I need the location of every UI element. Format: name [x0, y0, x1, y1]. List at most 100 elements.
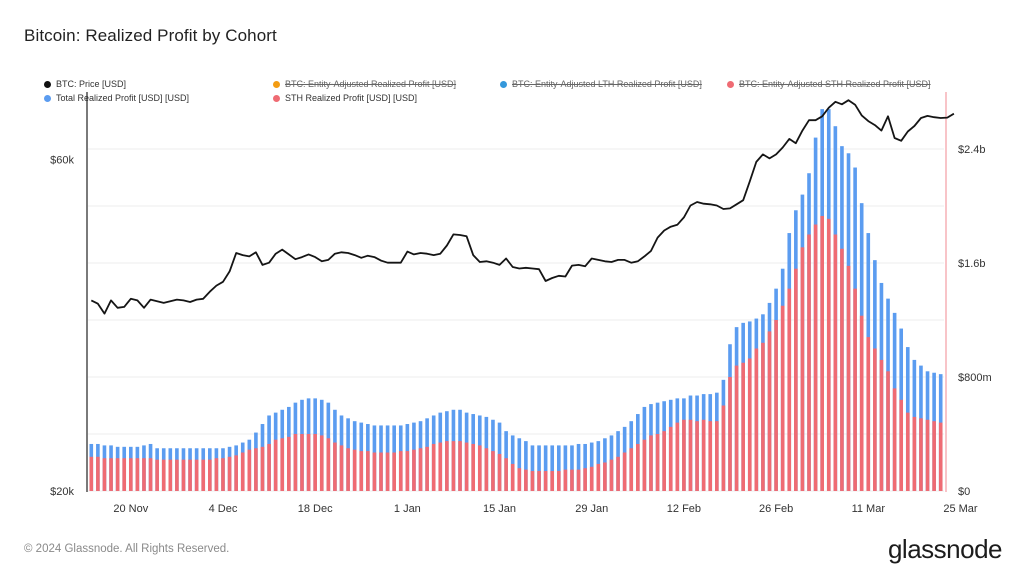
sth-profit-bar — [846, 265, 851, 491]
total-profit-bar — [583, 443, 587, 491]
legend-label: STH Realized Profit [USD] [USD] — [285, 93, 418, 103]
sth-profit-bar — [102, 458, 107, 491]
total-profit-bar — [537, 445, 541, 491]
sth-profit-bar — [431, 443, 436, 491]
sth-profit-bar — [840, 248, 844, 491]
sth-profit-bar — [543, 471, 548, 491]
legend-label: BTC: Entity-Adjusted STH Realized Profit… — [739, 79, 931, 89]
sth-profit-bar — [280, 438, 285, 491]
left-axis-ticks: $20k $60k — [50, 154, 74, 498]
legend-item-sth-entity-realized-profit[interactable]: BTC: Entity-Adjusted STH Realized Profit… — [727, 79, 931, 89]
sth-profit-bar — [899, 399, 904, 491]
sth-profit-bar — [866, 337, 871, 491]
sth-profit-bar — [609, 459, 614, 491]
sth-profit-bar — [128, 458, 133, 491]
legend-item-lth-realized-profit[interactable]: BTC: Entity-Adjusted LTH Realized Profit… — [500, 79, 702, 89]
total-profit-bar — [517, 438, 522, 491]
sth-profit-bar — [359, 451, 364, 491]
legend: BTC: Price [USD] BTC: Entity-Adjusted Re… — [40, 79, 940, 109]
sth-profit-bar — [122, 458, 127, 491]
sth-profit-bar — [273, 439, 278, 491]
right-axis-ticks: $0 $800m $1.6b $2.4b — [958, 144, 992, 498]
sth-profit-bar — [794, 268, 798, 491]
sth-profit-bar — [780, 305, 785, 491]
sth-profit-bar — [319, 435, 324, 491]
total-profit-bar — [510, 435, 515, 491]
sth-profit-bar — [636, 443, 640, 491]
sth-profit-bar — [405, 451, 410, 491]
total-profit-bar — [550, 445, 555, 491]
right-axis-tick-label: $1.6b — [958, 258, 986, 270]
sth-profit-bar — [168, 459, 173, 491]
legend-item-total-realized-profit[interactable]: Total Realized Profit [USD] [USD] — [44, 93, 189, 103]
sth-profit-bar — [181, 459, 186, 491]
sth-profit-bar — [300, 434, 304, 491]
sth-profit-bar — [701, 419, 706, 491]
sth-profit-bar — [853, 288, 857, 491]
sth-profit-bar — [418, 448, 423, 491]
sth-profit-bar — [642, 439, 647, 491]
x-axis-tick-label: 4 Dec — [209, 503, 238, 515]
sth-profit-bar — [589, 466, 594, 491]
btc-price-line — [90, 99, 955, 315]
legend-dot-icon — [273, 94, 280, 102]
sth-profit-bar — [550, 471, 555, 491]
x-axis-tick-label: 29 Jan — [575, 503, 608, 515]
sth-profit-bar — [596, 463, 601, 491]
sth-profit-bar — [583, 468, 587, 491]
legend-item-sth-realized-profit[interactable]: STH Realized Profit [USD] [USD] — [273, 93, 417, 103]
sth-profit-bar — [925, 419, 930, 491]
sth-profit-bar — [155, 459, 159, 491]
sth-profit-bar — [293, 434, 298, 491]
sth-profit-bar — [471, 443, 476, 491]
sth-profit-bar — [859, 315, 864, 491]
x-axis-tick-label: 15 Jan — [483, 503, 516, 515]
chart-title: Bitcoin: Realized Profit by Cohort — [24, 26, 277, 45]
sth-profit-bar — [497, 453, 502, 491]
sth-profit-bar — [96, 456, 100, 491]
x-axis-tick-label: 1 Jan — [394, 503, 421, 515]
sth-profit-bar — [398, 451, 403, 491]
sth-profit-bar — [668, 426, 673, 491]
sth-profit-bar — [787, 288, 792, 491]
sth-profit-bar — [438, 442, 443, 491]
sth-profit-bar — [234, 455, 238, 491]
sth-profit-bar — [260, 446, 265, 491]
legend-dot-icon — [44, 80, 51, 88]
sth-profit-bar — [662, 431, 666, 491]
sth-profit-bar — [445, 441, 449, 491]
sth-profit-bar — [221, 458, 225, 491]
sth-profit-bar — [148, 458, 153, 491]
sth-profit-bar — [346, 448, 350, 491]
sth-realized-profit-bars — [89, 215, 943, 491]
sth-profit-bar — [372, 452, 377, 491]
sth-profit-bar — [741, 362, 745, 491]
sth-profit-bar — [820, 215, 824, 491]
right-axis-tick-label: $2.4b — [958, 144, 986, 156]
legend-item-entity-realized-profit[interactable]: BTC: Entity-Adjusted Realized Profit [US… — [273, 79, 456, 89]
x-axis-tick-label: 12 Feb — [667, 503, 701, 515]
legend-label: BTC: Entity-Adjusted LTH Realized Profit… — [512, 79, 702, 89]
sth-profit-bar — [313, 434, 317, 491]
sth-profit-bar — [629, 448, 634, 491]
x-axis-ticks: 20 Nov 4 Dec 18 Dec 1 Jan 15 Jan 29 Jan 12 Feb… — [113, 503, 978, 515]
sth-profit-bar — [530, 471, 535, 491]
sth-profit-bar — [451, 441, 456, 491]
legend-dot-icon — [44, 94, 51, 102]
sth-profit-bar — [188, 459, 192, 491]
sth-profit-bar — [754, 348, 759, 491]
sth-profit-bar — [886, 371, 890, 491]
sth-profit-bar — [306, 434, 311, 491]
sth-profit-bar — [938, 422, 943, 491]
sth-profit-bar — [175, 459, 179, 491]
sth-profit-bar — [339, 445, 344, 491]
legend-label: BTC: Entity-Adjusted Realized Profit [US… — [285, 79, 457, 89]
sth-profit-bar — [563, 469, 568, 491]
sth-profit-bar — [326, 438, 331, 491]
total-profit-bar — [563, 445, 568, 491]
legend-item-price[interactable]: BTC: Price [USD] — [44, 79, 126, 89]
legend-dot-icon — [273, 80, 280, 88]
total-profit-bar — [524, 441, 528, 491]
legend-label: BTC: Price [USD] — [56, 79, 127, 89]
